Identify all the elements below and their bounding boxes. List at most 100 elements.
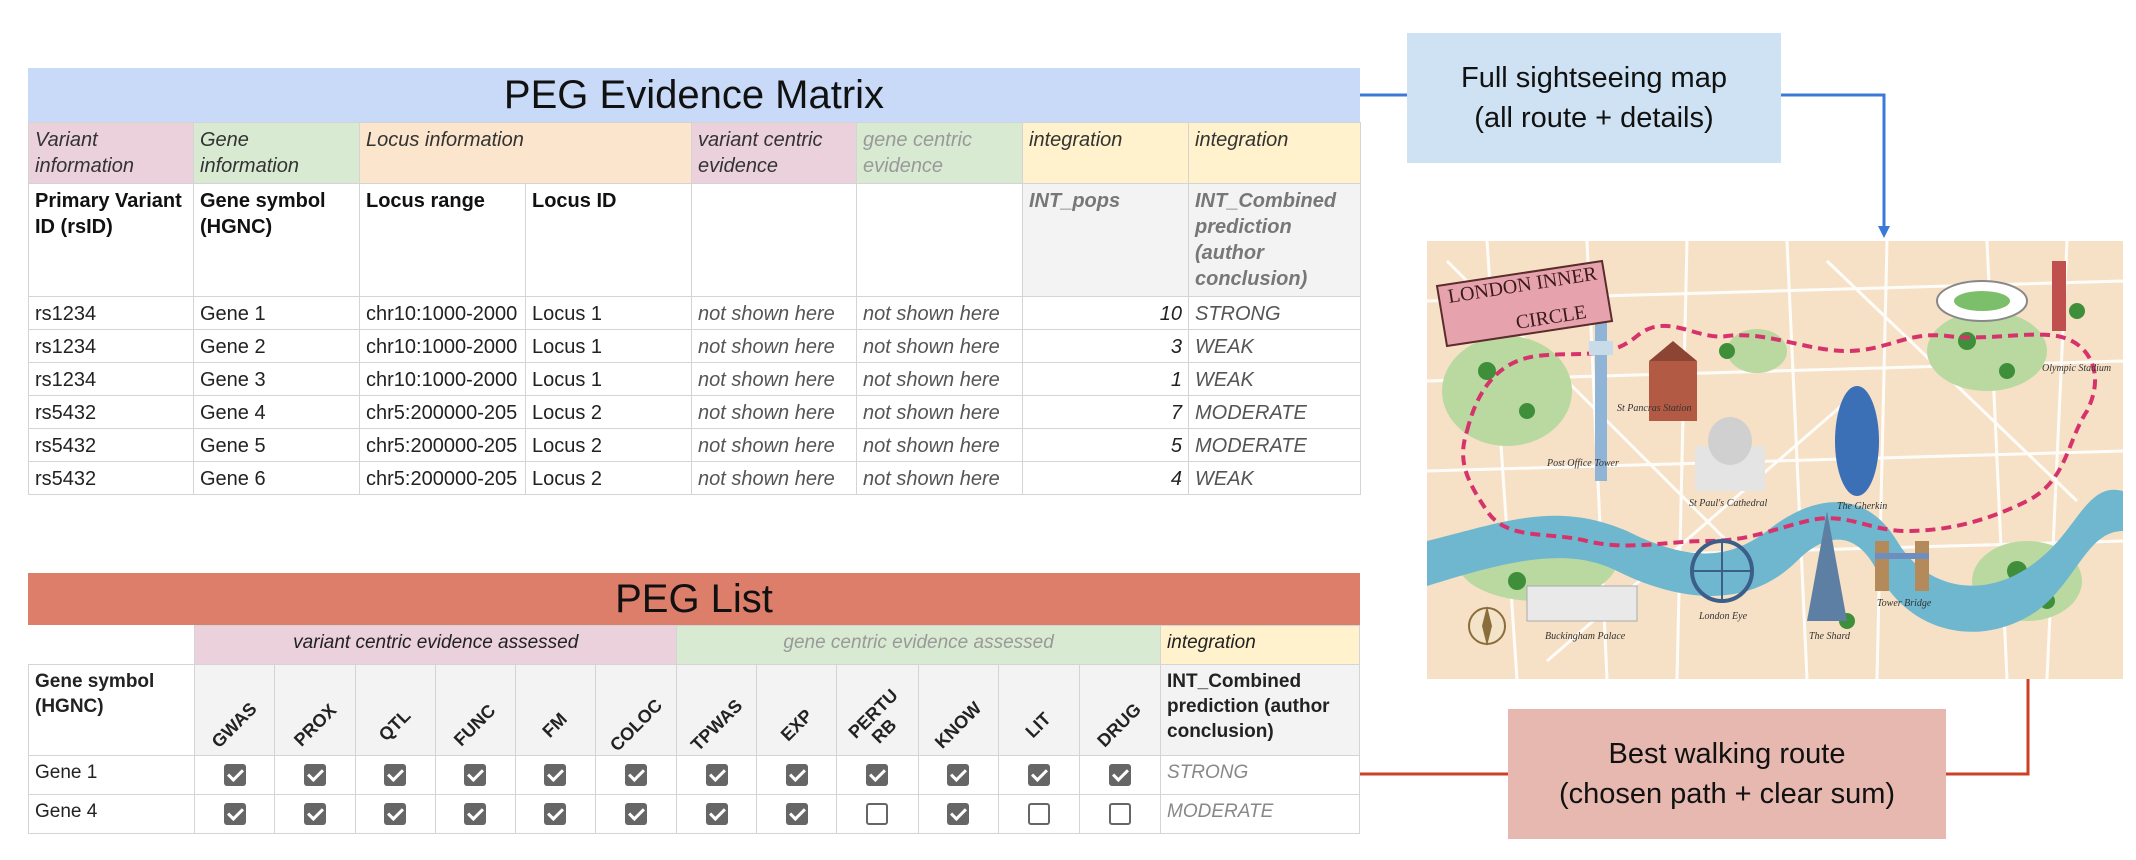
cell-gene: Gene 4 bbox=[27, 794, 196, 834]
category-variant-centric-evidence: variant centric evidence bbox=[691, 122, 857, 184]
evidence-checkbox[interactable] bbox=[625, 802, 648, 825]
category-locus-information: Locus information bbox=[359, 122, 692, 184]
table-row: Gene 1 STRONG bbox=[27, 755, 1360, 795]
cell-rsid: rs1234 bbox=[28, 296, 194, 330]
header-int-combined-prediction: INT_Combined prediction (author conclusi… bbox=[1160, 664, 1360, 756]
landmark-post-office-tower bbox=[1589, 301, 1613, 481]
evidence-checkbox[interactable] bbox=[1108, 802, 1131, 825]
evidence-checkbox[interactable] bbox=[705, 763, 728, 786]
evidence-checkbox[interactable] bbox=[304, 763, 327, 786]
cell-variant-evidence: not shown here bbox=[691, 329, 857, 363]
evidence-checkbox[interactable] bbox=[384, 763, 407, 786]
header-coloc-label: COLOC bbox=[605, 694, 666, 755]
evidence-matrix-table: Variant information Gene information Loc… bbox=[28, 122, 1361, 495]
header-func-label: FUNC bbox=[450, 699, 500, 750]
cell-prediction: STRONG bbox=[1188, 296, 1361, 330]
cell-gene: Gene 1 bbox=[27, 755, 196, 795]
evidence-checkbox[interactable] bbox=[223, 763, 246, 786]
evidence-checkbox[interactable] bbox=[464, 763, 487, 786]
evidence-checkbox[interactable] bbox=[1027, 763, 1050, 786]
evidence-checkbox[interactable] bbox=[464, 802, 487, 825]
evidence-checkbox[interactable] bbox=[544, 763, 567, 786]
matrix-category-row: Variant information Gene information Loc… bbox=[28, 122, 1361, 184]
header-tpwas: TPWAS bbox=[676, 664, 758, 756]
evidence-checkbox[interactable] bbox=[625, 763, 648, 786]
cell-gene: Gene 2 bbox=[193, 329, 360, 363]
place-label: The Shard bbox=[1809, 631, 1851, 642]
header-fm-label: FM bbox=[538, 708, 572, 741]
category-variant-information: Variant information bbox=[28, 122, 194, 184]
cell-locus-id: Locus 1 bbox=[525, 296, 692, 330]
callout-full-line2: (all route + details) bbox=[1474, 102, 1714, 134]
evidence-checkbox[interactable] bbox=[1027, 802, 1050, 825]
cell-prediction: STRONG bbox=[1160, 755, 1360, 795]
evidence-checkbox[interactable] bbox=[544, 802, 567, 825]
cell-variant-evidence: not shown here bbox=[691, 362, 857, 396]
callout-full-sightseeing-map: Full sightseeing map (all route + detail… bbox=[1407, 33, 1781, 163]
landmark-london-eye bbox=[1690, 539, 1754, 603]
table-row: rs1234 Gene 1 chr10:1000-2000 Locus 1 no… bbox=[28, 296, 1361, 330]
evidence-checkbox[interactable] bbox=[1108, 763, 1131, 786]
evidence-checkbox[interactable] bbox=[223, 802, 246, 825]
header-locus-id: Locus ID bbox=[525, 183, 692, 297]
callout-best-line1: Best walking route bbox=[1608, 738, 1846, 770]
place-label: Buckingham Palace bbox=[1545, 631, 1626, 642]
cell-gene: Gene 5 bbox=[193, 428, 360, 462]
header-variant-evidence-blank bbox=[691, 183, 857, 297]
cell-locus-id: Locus 2 bbox=[525, 395, 692, 429]
cell-rsid: rs5432 bbox=[28, 461, 194, 495]
table-row: Gene 4 MODERATE bbox=[27, 794, 1360, 834]
place-label: St Pancras Station bbox=[1617, 403, 1691, 414]
callout-full-line1: Full sightseeing map bbox=[1461, 62, 1727, 94]
evidence-checkbox[interactable] bbox=[947, 763, 970, 786]
cell-gene: Gene 3 bbox=[193, 362, 360, 396]
cell-prediction: WEAK bbox=[1188, 362, 1361, 396]
cell-prediction: MODERATE bbox=[1188, 428, 1361, 462]
evidence-checkbox[interactable] bbox=[785, 802, 808, 825]
cell-gene-evidence: not shown here bbox=[856, 428, 1023, 462]
cell-variant-evidence: not shown here bbox=[691, 395, 857, 429]
category-integration-prediction: integration bbox=[1188, 122, 1361, 184]
cell-gene-evidence: not shown here bbox=[856, 362, 1023, 396]
header-know-label: KNOW bbox=[930, 697, 985, 752]
header-exp-label: EXP bbox=[776, 704, 817, 745]
evidence-checkbox[interactable] bbox=[304, 802, 327, 825]
header-gene-symbol: Gene symbol (HGNC) bbox=[193, 183, 360, 297]
callout-best-line2: (chosen path + clear sum) bbox=[1558, 778, 1896, 810]
evidence-checkbox[interactable] bbox=[705, 802, 728, 825]
header-lit: LIT bbox=[997, 664, 1080, 756]
category-gene-centric-evidence: gene centric evidence bbox=[856, 122, 1023, 184]
category-integration: integration bbox=[1160, 625, 1360, 665]
evidence-checkbox[interactable] bbox=[866, 802, 889, 825]
header-know: KNOW bbox=[917, 664, 999, 756]
cell-prediction: MODERATE bbox=[1188, 395, 1361, 429]
cell-prediction: WEAK bbox=[1188, 461, 1361, 495]
table-row: rs5432 Gene 5 chr5:200000-205 Locus 2 no… bbox=[28, 428, 1361, 462]
cell-int-pops: 3 bbox=[1022, 329, 1189, 363]
header-exp: EXP bbox=[756, 664, 838, 756]
landmark-tower-bridge bbox=[1875, 541, 1929, 591]
cell-locus-id: Locus 1 bbox=[525, 362, 692, 396]
cell-gene-evidence: not shown here bbox=[856, 461, 1023, 495]
list-category-row: variant centric evidence assessed gene c… bbox=[28, 625, 1360, 665]
cell-rsid: rs1234 bbox=[28, 362, 194, 396]
landmark-shard bbox=[1807, 511, 1847, 621]
place-label: The Gherkin bbox=[1837, 501, 1887, 512]
cell-int-pops: 1 bbox=[1022, 362, 1189, 396]
cell-gene: Gene 1 bbox=[193, 296, 360, 330]
evidence-checkbox[interactable] bbox=[785, 763, 808, 786]
cell-rsid: rs5432 bbox=[28, 428, 194, 462]
table-row: rs5432 Gene 4 chr5:200000-205 Locus 2 no… bbox=[28, 395, 1361, 429]
cell-locus-range: chr5:200000-205 bbox=[359, 461, 526, 495]
header-tpwas-label: TPWAS bbox=[686, 694, 747, 755]
header-gene-symbol: Gene symbol (HGNC) bbox=[27, 664, 196, 756]
cell-rsid: rs1234 bbox=[28, 329, 194, 363]
header-coloc: COLOC bbox=[594, 664, 678, 756]
evidence-checkbox[interactable] bbox=[384, 802, 407, 825]
header-int-combined-prediction: INT_Combined prediction (author conclusi… bbox=[1188, 183, 1361, 297]
evidence-checkbox[interactable] bbox=[866, 763, 889, 786]
cell-locus-range: chr5:200000-205 bbox=[359, 428, 526, 462]
cell-locus-id: Locus 2 bbox=[525, 461, 692, 495]
landmark-olympic-stadium bbox=[1936, 261, 2066, 331]
evidence-checkbox[interactable] bbox=[947, 802, 970, 825]
